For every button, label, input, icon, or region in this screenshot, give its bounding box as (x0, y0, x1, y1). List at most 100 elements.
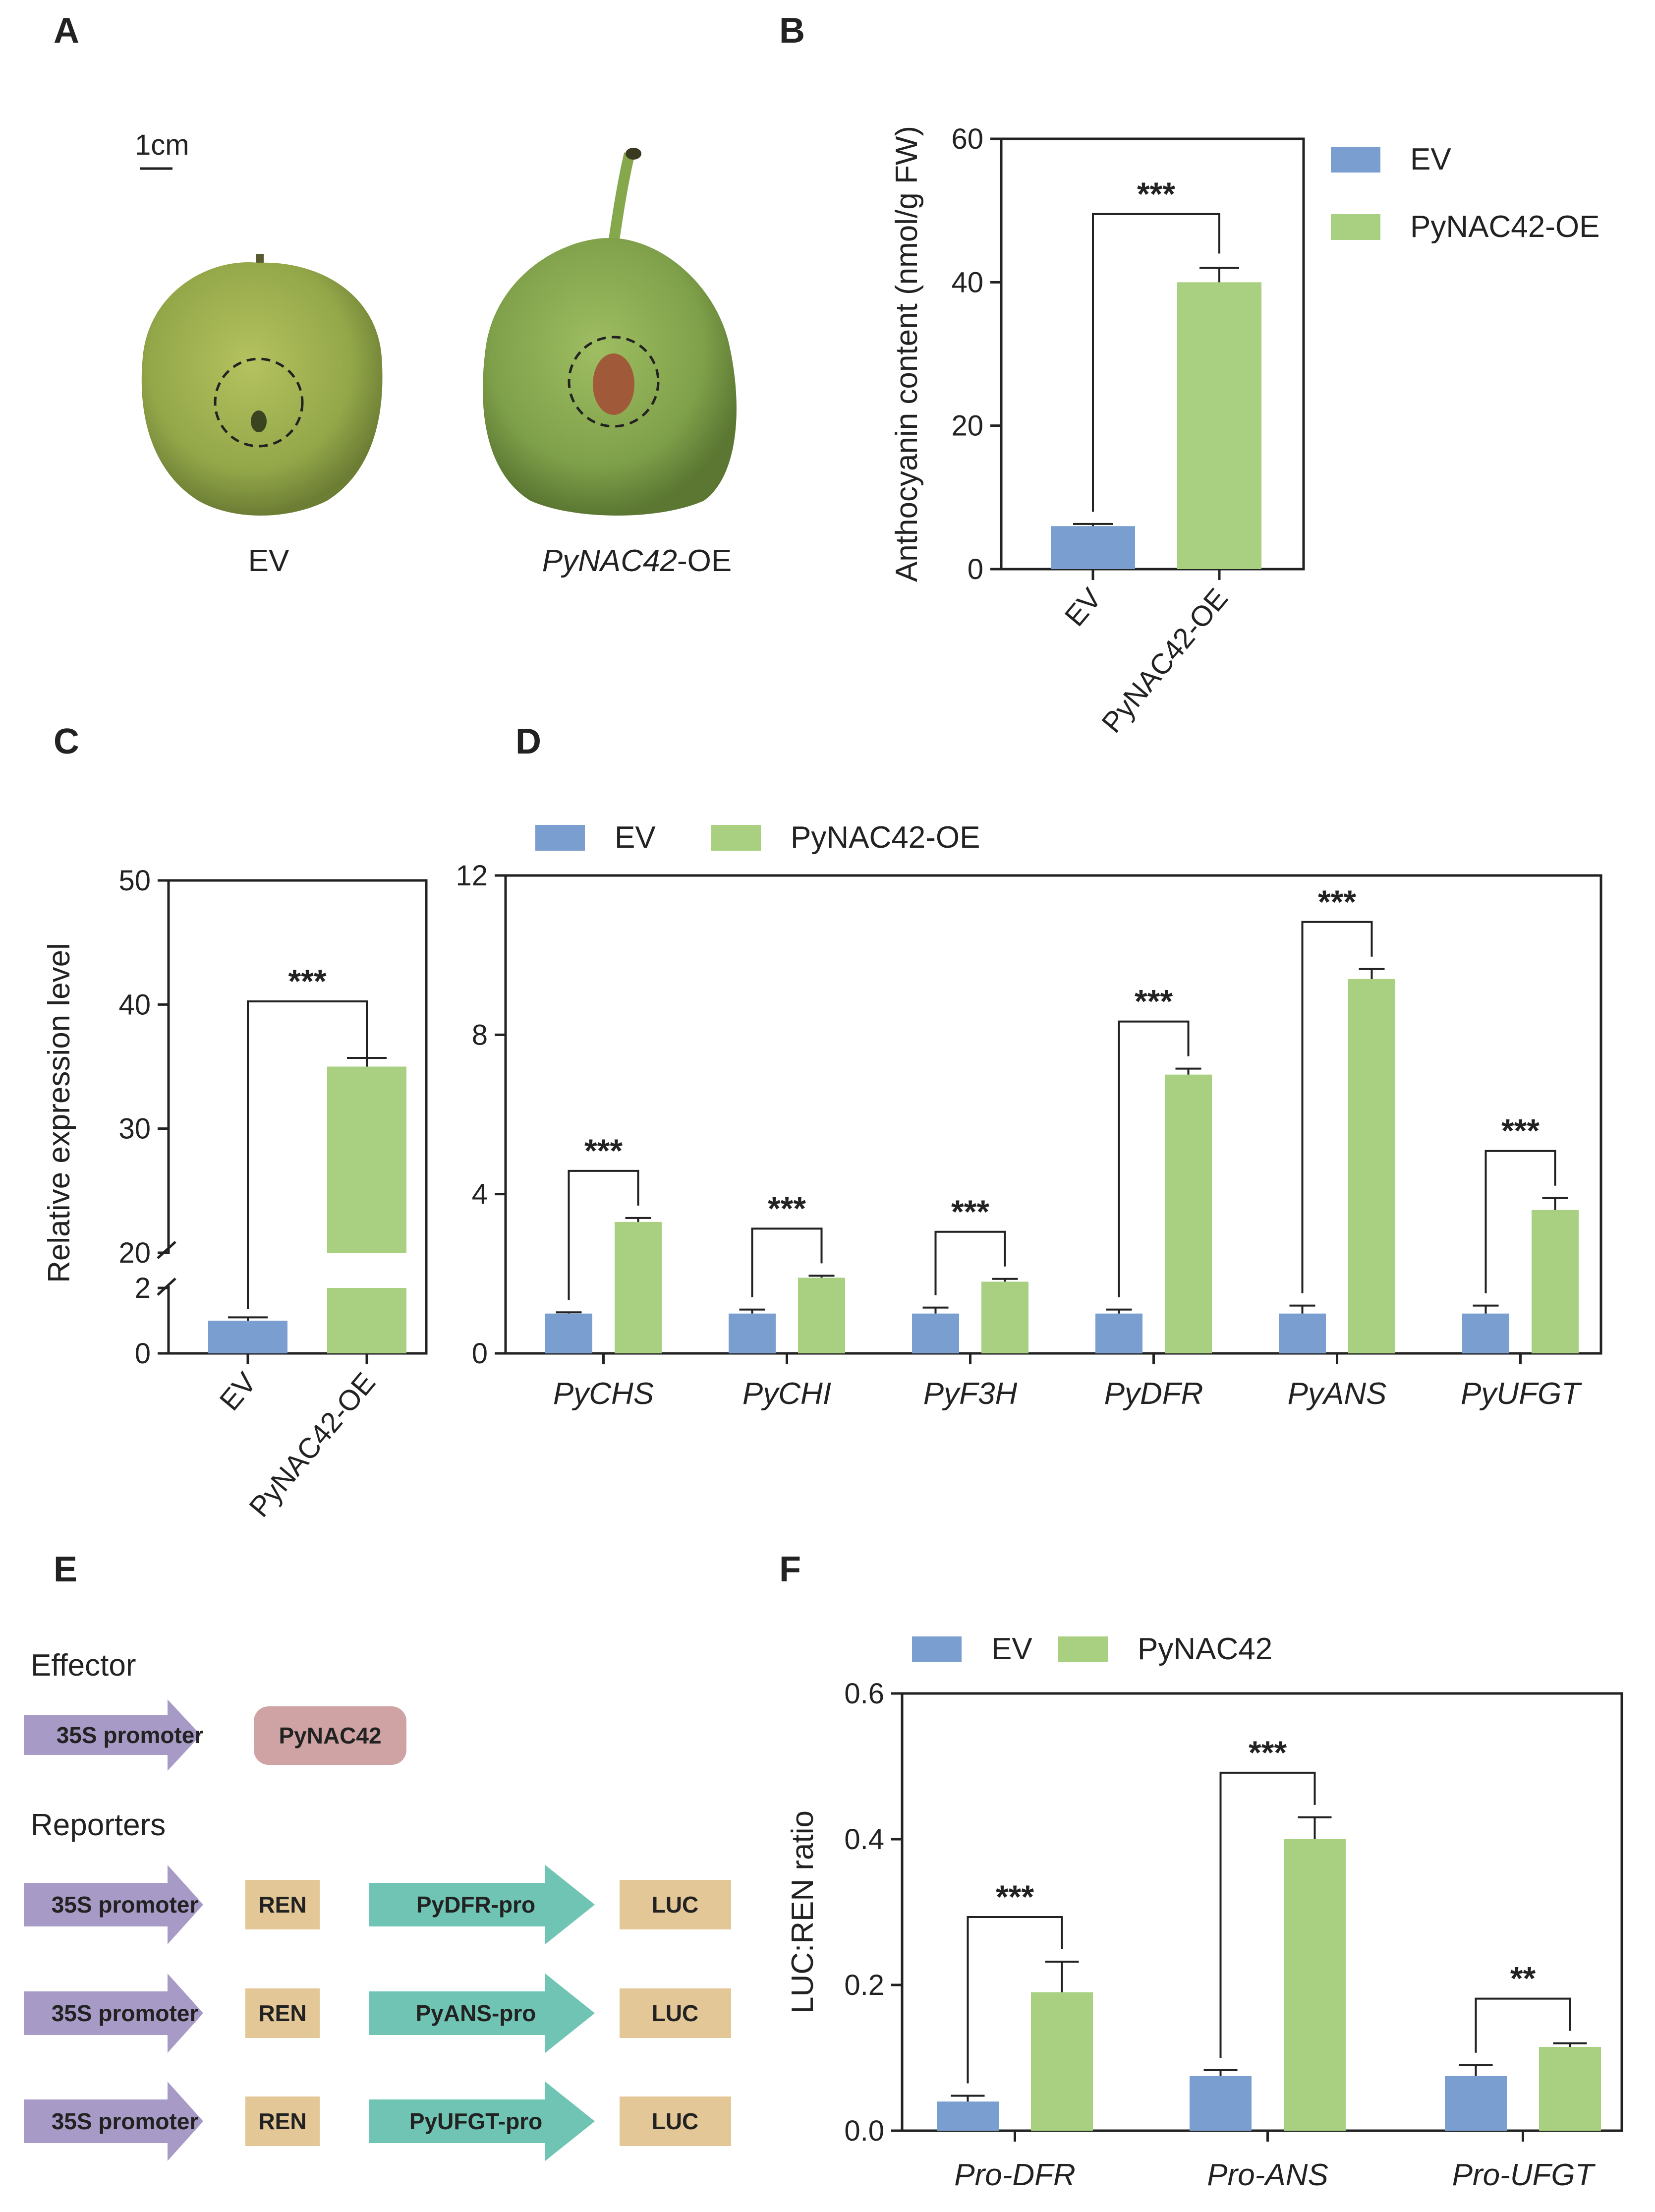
bar (1177, 282, 1261, 569)
x-tick-label: Pro-UFGT (1452, 2158, 1596, 2192)
effector-title: Effector (31, 1648, 136, 1683)
significance-label: *** (584, 1132, 623, 1169)
error-bar (1073, 523, 1113, 526)
error-bar (347, 1056, 387, 1067)
oe-pear-stem (608, 152, 635, 244)
reporter-promoter-arrow (24, 1974, 203, 2053)
reporter-construct-dfr: 35S promoter REN PyDFR-pro LUC (24, 1865, 731, 1944)
bar-ev (1445, 2076, 1507, 2131)
chart-f: 0.0 0.2 0.4 0.6 Pro-DFR *** Pro-ANS *** Pro-UFGT… (786, 1632, 1623, 2192)
legend: EV PyNAC42-OE (535, 820, 980, 855)
effector-construct: 35S promoter PyNAC42 (24, 1699, 406, 1771)
bar-ev (545, 1313, 592, 1353)
x-tick-label: PyNAC42-OE (243, 1367, 382, 1523)
ev-pear-image (141, 254, 383, 516)
bar-ev (912, 1313, 959, 1353)
legend-ev-swatch (535, 825, 585, 851)
significance-bracket (1475, 1997, 1571, 2053)
significance-bracket (247, 1000, 368, 1309)
x-tick-label: EV (213, 1366, 263, 1416)
x-tick-label: PyUFGT (1461, 1377, 1582, 1411)
bar-ev (937, 2101, 999, 2131)
legend-ev-swatch (1331, 147, 1380, 173)
significance-label: ** (1510, 1960, 1536, 1997)
legend-pynac42-swatch (1058, 1636, 1108, 1662)
luc-box (620, 1880, 731, 1929)
y-tick-label: 0 (135, 1338, 151, 1370)
y-tick-label: 40 (118, 989, 151, 1021)
error-bar (808, 1275, 835, 1278)
ren-label: REN (258, 2000, 306, 2026)
bar-oe (981, 1281, 1028, 1353)
bar-oe (798, 1278, 845, 1353)
significance-bracket (568, 1169, 639, 1300)
significance-label: *** (1249, 1734, 1287, 1771)
significance-label: *** (768, 1190, 806, 1226)
panel-label-f: F (779, 1550, 801, 1589)
y-tick-label: 50 (118, 865, 151, 897)
y-tick-label: 0.4 (844, 1823, 884, 1856)
error-bar (228, 1316, 268, 1321)
y-tick-label: 0.0 (844, 2115, 884, 2147)
error-bar (951, 2095, 985, 2102)
bar-ev (1190, 2076, 1252, 2131)
reporter-construct-ans: 35S promoter REN PyANS-pro LUC (24, 1974, 731, 2053)
y-tick-label: 60 (951, 123, 983, 155)
significance-label: *** (1501, 1112, 1540, 1149)
significance-label: *** (951, 1193, 989, 1230)
error-bar (1542, 1197, 1568, 1210)
ren-box (245, 1880, 320, 1929)
bar-oe (1532, 1210, 1579, 1353)
bar-oe (1539, 2046, 1601, 2131)
x-tick-label: PyNAC42-OE (1095, 582, 1234, 739)
y-tick-label: 0.6 (844, 1678, 884, 1710)
ev-infiltration-circle (214, 357, 304, 448)
y-tick-label: 0 (472, 1338, 488, 1370)
bar-oe (1348, 979, 1395, 1353)
legend-oe-label: PyNAC42-OE (791, 820, 980, 855)
panel-e: Effector 35S promoter PyNAC42 Reporters … (24, 1648, 731, 2161)
y-tick-label: 4 (472, 1178, 488, 1211)
significance-label: *** (1318, 883, 1356, 920)
error-bar (992, 1278, 1018, 1282)
significance-bracket (1219, 1771, 1316, 2058)
oe-red-spot (593, 353, 634, 415)
error-bar (1045, 1960, 1079, 1992)
significance-bracket (967, 1916, 1063, 2084)
oe-pear-image (483, 148, 737, 516)
bar (1051, 526, 1135, 569)
legend-oe-swatch (1331, 214, 1380, 240)
legend-oe-swatch (711, 825, 761, 851)
legend-ev-label: EV (991, 1632, 1032, 1666)
pro-arrow (369, 2082, 595, 2161)
bar-oe (1165, 1074, 1212, 1353)
y-axis-label: Relative expression level (42, 943, 76, 1283)
plot-frame (167, 879, 428, 1355)
y-tick-label: 8 (472, 1019, 488, 1051)
reporter-construct-ufgt: 35S promoter REN PyUFGT-pro LUC (24, 2082, 731, 2161)
bar-ev (729, 1313, 776, 1353)
significance-label: *** (1135, 983, 1173, 1020)
luc-label: LUC (652, 2000, 699, 2026)
y-tick-label: 0 (968, 553, 983, 585)
bar-oe (1031, 1992, 1093, 2131)
panel-label-d: D (515, 722, 541, 761)
x-tick-label: PyCHS (553, 1377, 654, 1411)
significance-bracket (1484, 1150, 1556, 1293)
legend-ev-label: EV (1410, 142, 1451, 176)
reporter-promoter-arrow (24, 2082, 203, 2161)
x-tick-label: Pro-ANS (1207, 2158, 1328, 2192)
x-tick-label: Pro-DFR (954, 2158, 1076, 2192)
pro-arrow (369, 1974, 595, 2053)
bar-lower-segment (327, 1288, 406, 1353)
panel-label-b: B (779, 11, 805, 51)
error-bar (1553, 2042, 1587, 2047)
ev-pear-label: EV (248, 544, 289, 578)
error-bar (1199, 267, 1239, 283)
legend-pynac42-label: PyNAC42 (1138, 1632, 1272, 1666)
effector-promoter-arrow (24, 1699, 201, 1771)
x-tick-label: PyDFR (1104, 1377, 1203, 1411)
panel-label-c: C (54, 722, 79, 761)
